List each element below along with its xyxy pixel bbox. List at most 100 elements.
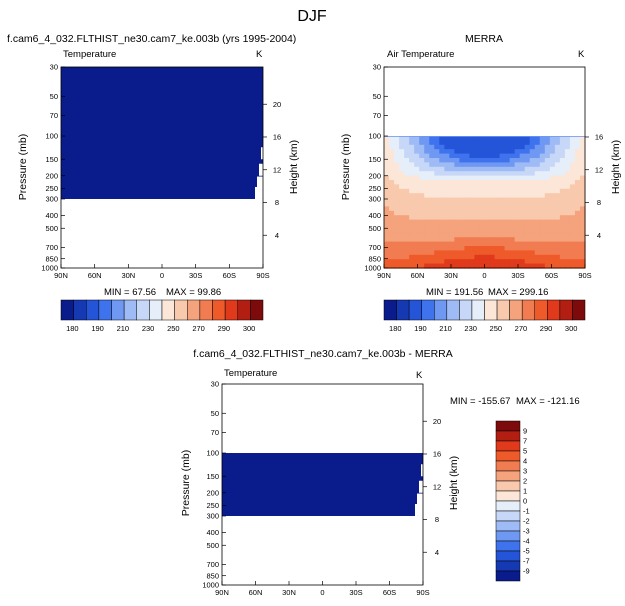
heatmap-cell	[479, 193, 486, 199]
heatmap-cell	[449, 144, 455, 150]
heatmap-cell	[469, 171, 476, 177]
heatmap-cell	[499, 144, 506, 150]
heatmap-cell	[544, 175, 551, 181]
heatmap-cell	[439, 153, 445, 159]
colorbar-box	[136, 299, 150, 321]
heatmap-cell	[394, 162, 400, 168]
heatmap-cell	[494, 254, 501, 260]
heatmap-cell	[569, 246, 576, 252]
heatmap-cell	[474, 254, 481, 260]
heatmap-cell	[419, 219, 425, 225]
heatmap-cell	[544, 237, 551, 243]
heatmap-cell	[554, 175, 561, 181]
heatmap-cell	[579, 180, 586, 186]
heatmap-cell	[514, 254, 521, 260]
heatmap-cell	[394, 250, 400, 256]
heatmap-cell	[564, 144, 571, 150]
heatmap-cell	[529, 153, 536, 159]
heatmap-cell	[404, 180, 410, 186]
heatmap-cell	[489, 237, 496, 243]
heatmap-cell	[459, 166, 465, 172]
heatmap-cell	[539, 162, 546, 168]
heatmap-cell	[549, 210, 556, 216]
heatmap-cell	[399, 180, 405, 186]
heatmap-cell	[509, 210, 516, 216]
heatmap-cell	[569, 136, 576, 142]
heatmap-cell	[519, 202, 526, 208]
heatmap-cell	[579, 202, 586, 208]
heatmap-cell	[459, 210, 465, 216]
heatmap-cell	[444, 228, 450, 234]
heatmap-edge-mask	[419, 480, 423, 493]
heatmap-cell	[554, 228, 561, 234]
heatmap-cell	[479, 215, 486, 221]
heatmap-cell	[524, 246, 531, 252]
heatmap-cell	[529, 166, 536, 172]
panel-difference: f.cam6_4_032.FLTHIST_ne30.cam7_ke.003b -…	[180, 348, 580, 597]
heatmap-cell	[539, 237, 546, 243]
heatmap-cell	[399, 224, 405, 230]
heatmap-cell	[544, 246, 551, 252]
heatmap-cell	[469, 219, 476, 225]
heatmap-cell	[579, 197, 586, 203]
y2-tick-label: 4	[275, 231, 279, 240]
heatmap-cell	[524, 184, 531, 190]
heatmap-cell	[404, 149, 410, 155]
heatmap-cell	[454, 175, 460, 181]
heatmap-cell	[484, 184, 491, 190]
heatmap-cell	[444, 136, 450, 142]
y-tick-label: 300	[45, 195, 58, 204]
heatmap-cell	[564, 215, 571, 221]
heatmap-cell	[399, 250, 405, 256]
heatmap-cell	[384, 149, 390, 155]
heatmap-cell	[439, 232, 445, 238]
y-tick-label: 50	[373, 92, 381, 101]
heatmap-cell	[514, 184, 521, 190]
heatmap-cell	[444, 232, 450, 238]
heatmap-cell	[489, 210, 496, 216]
heatmap-cell	[564, 193, 571, 199]
heatmap-cell	[494, 206, 501, 212]
heatmap-cell	[474, 144, 481, 150]
y-tick-label: 30	[211, 380, 219, 389]
heatmap-cell	[539, 144, 546, 150]
heatmap-cell	[419, 241, 425, 247]
heatmap-cell	[574, 140, 581, 146]
heatmap-cell	[439, 149, 445, 155]
heatmap-cell	[394, 228, 400, 234]
heatmap-cell	[444, 219, 450, 225]
heatmap-cell	[409, 171, 415, 177]
heatmap-cell	[449, 162, 455, 168]
heatmap-cell	[534, 250, 541, 256]
heatmap-cell	[489, 136, 496, 142]
heatmap-cell	[389, 149, 395, 155]
heatmap-cell	[579, 188, 586, 194]
heatmap-cell	[484, 197, 491, 203]
y-tick-label: 850	[368, 254, 381, 263]
heatmap-cell	[534, 210, 541, 216]
heatmap-cell	[494, 149, 501, 155]
heatmap-cell	[404, 184, 410, 190]
heatmap-cell	[444, 259, 450, 265]
heatmap-cell	[394, 175, 400, 181]
heatmap-cell	[549, 241, 556, 247]
heatmap-cell	[454, 184, 460, 190]
heatmap-cell	[484, 158, 491, 164]
heatmap-cell	[574, 250, 581, 256]
heatmap-cell	[529, 232, 536, 238]
heatmap-cell	[394, 202, 400, 208]
heatmap-cell	[524, 263, 531, 269]
heatmap-cell	[559, 224, 566, 230]
heatmap-cell	[404, 171, 410, 177]
heatmap-cell	[509, 153, 516, 159]
heatmap-cell	[449, 193, 455, 199]
heatmap-cell	[509, 219, 516, 225]
heatmap-cell	[409, 237, 415, 243]
heatmap-cell	[564, 237, 571, 243]
heatmap-cell	[404, 144, 410, 150]
heatmap-cell	[409, 219, 415, 225]
heatmap-cell	[384, 202, 390, 208]
heatmap-cell	[579, 162, 586, 168]
heatmap-cell	[394, 158, 400, 164]
heatmap-cell	[519, 162, 526, 168]
